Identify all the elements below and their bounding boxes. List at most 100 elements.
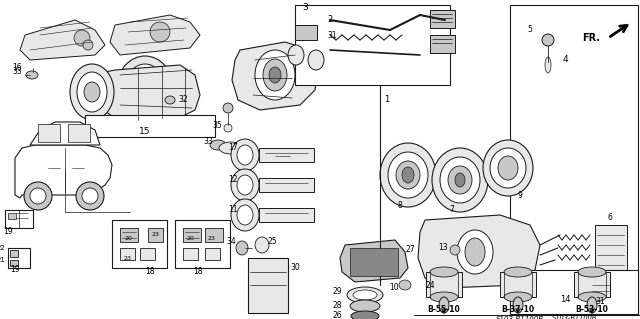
Polygon shape [418, 215, 540, 288]
Text: 17: 17 [228, 144, 238, 152]
Bar [120, 228, 138, 242]
Bar [510, 270, 638, 314]
Ellipse shape [137, 78, 153, 98]
Ellipse shape [231, 139, 259, 171]
Text: 11: 11 [228, 205, 238, 214]
Bar [595, 225, 627, 275]
Ellipse shape [30, 188, 46, 204]
Ellipse shape [236, 241, 248, 255]
Text: 31: 31 [595, 298, 605, 307]
Ellipse shape [432, 148, 488, 212]
Text: 3: 3 [302, 4, 308, 12]
Ellipse shape [26, 71, 38, 79]
Ellipse shape [448, 166, 472, 194]
Polygon shape [30, 122, 100, 145]
Text: 21: 21 [0, 257, 5, 263]
Bar [183, 228, 201, 242]
Text: 19: 19 [3, 227, 13, 236]
Text: 13: 13 [438, 243, 448, 253]
Ellipse shape [74, 30, 90, 46]
Ellipse shape [255, 237, 269, 253]
Ellipse shape [388, 152, 428, 198]
Ellipse shape [504, 292, 532, 302]
Bar [259, 178, 314, 192]
Text: 23: 23 [208, 235, 216, 241]
Ellipse shape [396, 161, 420, 189]
Text: 12: 12 [228, 175, 238, 184]
Ellipse shape [490, 148, 526, 188]
Ellipse shape [269, 67, 281, 83]
Text: 5: 5 [527, 26, 532, 34]
Ellipse shape [131, 70, 159, 106]
Text: B-37-10: B-37-10 [501, 306, 534, 315]
Ellipse shape [231, 199, 259, 231]
Bar [5, 210, 33, 228]
Text: 23: 23 [124, 256, 132, 261]
Polygon shape [97, 65, 200, 120]
Ellipse shape [263, 59, 287, 91]
Ellipse shape [353, 290, 377, 300]
Ellipse shape [347, 287, 383, 303]
Text: S103-B1100B: S103-B1100B [552, 315, 598, 319]
Ellipse shape [117, 56, 173, 120]
Ellipse shape [210, 140, 226, 150]
Text: 2: 2 [327, 16, 332, 25]
Bar [205, 248, 220, 260]
Bar [148, 228, 163, 242]
Ellipse shape [76, 182, 104, 210]
Ellipse shape [219, 142, 243, 154]
Ellipse shape [587, 297, 597, 313]
Bar [574, 272, 610, 297]
Polygon shape [340, 240, 408, 282]
Ellipse shape [498, 156, 518, 180]
Polygon shape [110, 15, 200, 55]
Ellipse shape [351, 311, 379, 319]
Ellipse shape [465, 238, 485, 266]
Ellipse shape [402, 167, 414, 183]
Bar [259, 148, 314, 162]
Ellipse shape [542, 34, 554, 46]
Text: 25: 25 [267, 238, 277, 247]
Text: 32: 32 [178, 95, 188, 105]
Bar [85, 115, 215, 137]
Text: 35: 35 [212, 121, 222, 130]
Text: 33: 33 [12, 68, 22, 77]
Ellipse shape [578, 292, 606, 302]
Ellipse shape [430, 267, 458, 277]
Text: 7: 7 [449, 205, 454, 214]
Text: 20: 20 [186, 235, 194, 241]
Text: 31: 31 [327, 31, 337, 40]
Bar [38, 124, 60, 142]
Text: 28: 28 [333, 300, 342, 309]
Ellipse shape [150, 22, 170, 42]
Ellipse shape [483, 140, 533, 196]
Bar [10, 260, 18, 266]
Bar [205, 228, 223, 242]
Text: 8: 8 [397, 201, 403, 210]
Ellipse shape [83, 40, 93, 50]
Text: 20: 20 [124, 235, 132, 241]
Ellipse shape [430, 292, 458, 302]
Text: FR.: FR. [582, 33, 600, 43]
Text: 18: 18 [193, 268, 203, 277]
Text: 19: 19 [10, 265, 20, 275]
Text: 18: 18 [145, 268, 155, 277]
Ellipse shape [125, 64, 165, 112]
Text: 6: 6 [607, 213, 612, 222]
Ellipse shape [237, 175, 253, 195]
Bar [248, 258, 288, 313]
Text: 26: 26 [332, 311, 342, 319]
Text: S103-B1100B: S103-B1100B [496, 316, 544, 319]
Polygon shape [15, 145, 112, 198]
Text: 29: 29 [332, 287, 342, 296]
Ellipse shape [237, 205, 253, 225]
Polygon shape [20, 20, 105, 60]
Ellipse shape [308, 50, 324, 70]
Ellipse shape [513, 297, 523, 313]
Text: 23: 23 [151, 233, 159, 238]
Ellipse shape [237, 145, 253, 165]
Bar [295, 5, 450, 85]
Polygon shape [232, 42, 318, 110]
Ellipse shape [455, 173, 465, 187]
Text: 15: 15 [140, 128, 151, 137]
